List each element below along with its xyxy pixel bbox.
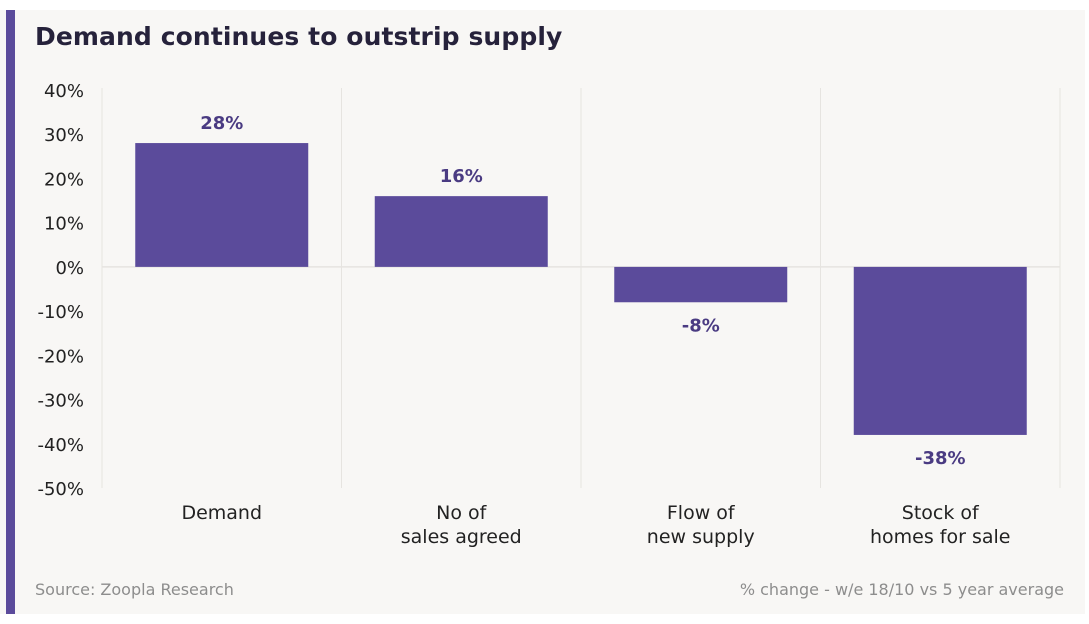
y-tick-label: 10% xyxy=(44,214,84,235)
bar xyxy=(614,266,788,303)
x-tick-label: sales agreed xyxy=(401,526,522,548)
x-tick-label: Demand xyxy=(181,502,262,524)
x-tick-label: homes for sale xyxy=(870,526,1010,548)
y-tick-label: -10% xyxy=(37,302,84,323)
y-tick-label: 0% xyxy=(55,258,84,279)
x-tick-label: Flow of xyxy=(667,502,736,524)
source-note: Source: Zoopla Research xyxy=(35,580,234,599)
y-tick-label: -20% xyxy=(37,346,84,367)
y-tick-label: 20% xyxy=(44,169,84,190)
y-tick-label: -30% xyxy=(37,391,84,412)
data-label: 16% xyxy=(440,166,483,187)
y-tick-label: 30% xyxy=(44,125,84,146)
x-tick-label: new supply xyxy=(647,526,755,548)
x-tick-label: Stock of xyxy=(902,502,980,524)
bar xyxy=(374,196,548,267)
data-label: -8% xyxy=(682,315,720,336)
accent-bar xyxy=(6,10,15,614)
y-tick-label: -50% xyxy=(37,479,84,500)
chart-title: Demand continues to outstrip supply xyxy=(35,22,563,51)
bar xyxy=(135,143,309,267)
bar xyxy=(853,266,1027,435)
period-note: % change - w/e 18/10 vs 5 year average xyxy=(739,580,1064,599)
data-label: -38% xyxy=(915,448,966,469)
y-tick-label: -40% xyxy=(37,435,84,456)
x-tick-label: No of xyxy=(436,502,488,524)
y-tick-label: 40% xyxy=(44,81,84,102)
data-label: 28% xyxy=(200,113,243,134)
